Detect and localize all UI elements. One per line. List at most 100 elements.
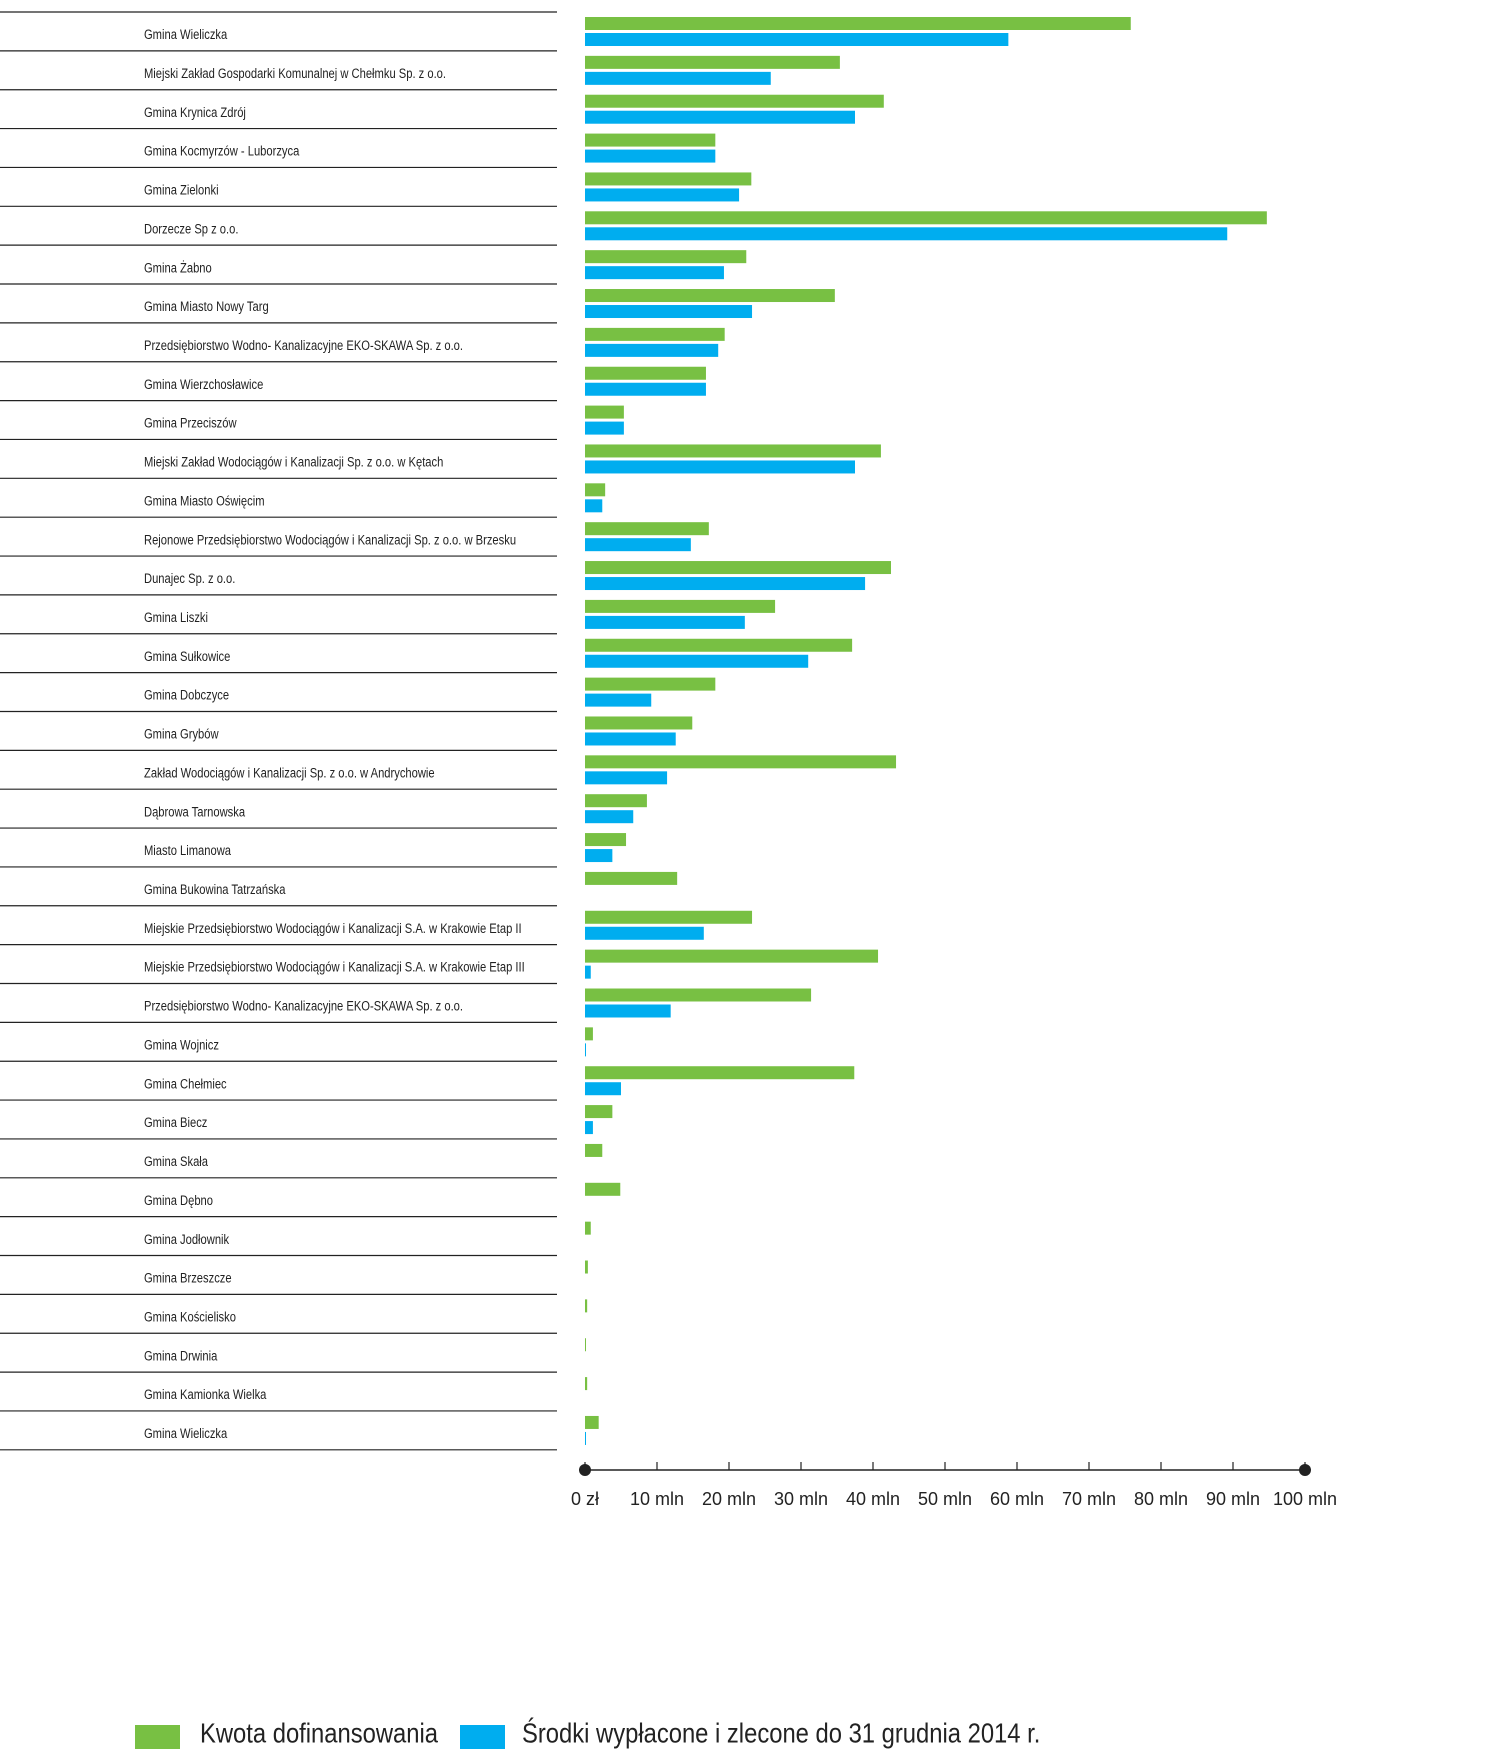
bar: [585, 810, 633, 823]
bar: [585, 950, 878, 963]
category-label: Gmina Miasto Nowy Targ: [144, 299, 269, 314]
bar: [585, 1066, 854, 1079]
x-tick-label: 20 mln: [702, 1489, 756, 1509]
x-tick-label: 60 mln: [990, 1489, 1044, 1509]
bar: [585, 1432, 586, 1445]
bar: [585, 444, 881, 457]
category-label: Gmina Dobczyce: [144, 688, 229, 703]
bar: [585, 1299, 587, 1312]
bar: [585, 966, 591, 979]
bar: [585, 172, 751, 185]
bar: [585, 577, 865, 590]
bar: [585, 289, 835, 302]
bar: [585, 794, 647, 807]
legend-swatch: [135, 1725, 180, 1749]
bar: [585, 616, 745, 629]
x-tick-label: 80 mln: [1134, 1489, 1188, 1509]
bar: [585, 655, 808, 668]
bar: [585, 134, 715, 147]
bar: [585, 211, 1267, 224]
category-label: Przedsiębiorstwo Wodno- Kanalizacyjne EK…: [144, 338, 463, 353]
bar: [585, 755, 896, 768]
axis-end: [579, 1464, 591, 1476]
bar: [585, 1416, 599, 1429]
category-label: Dorzecze Sp z o.o.: [144, 221, 238, 236]
category-label: Gmina Chełmiec: [144, 1076, 227, 1091]
bar: [585, 927, 704, 940]
category-label: Gmina Drwinia: [144, 1348, 218, 1363]
bar: [585, 522, 709, 535]
bar: [585, 328, 725, 341]
bar: [585, 1377, 587, 1390]
category-label: Gmina Krynica Zdrój: [144, 105, 246, 120]
category-label: Gmina Wojnicz: [144, 1037, 219, 1052]
bar: [585, 33, 1008, 46]
legend-label: Kwota dofinansowania: [200, 1717, 439, 1749]
x-tick-label: 0 zł: [571, 1489, 599, 1509]
x-tick-label: 70 mln: [1062, 1489, 1116, 1509]
category-label: Gmina Zielonki: [144, 182, 219, 197]
category-label: Zakład Wodociągów i Kanalizacji Sp. z o.…: [144, 765, 435, 780]
bar: [585, 989, 811, 1002]
bar: [585, 771, 667, 784]
category-label: Rejonowe Przedsiębiorstwo Wodociągów i K…: [144, 532, 516, 547]
bar: [585, 227, 1227, 240]
bar: [585, 600, 775, 613]
bar: [585, 1222, 591, 1235]
bar: [585, 911, 752, 924]
category-label: Gmina Miasto Oświęcim: [144, 493, 265, 508]
x-tick-label: 50 mln: [918, 1489, 972, 1509]
bar: [585, 1183, 620, 1196]
bar: [585, 561, 891, 574]
category-label: Gmina Sułkowice: [144, 649, 230, 664]
bar: [585, 72, 771, 85]
category-label: Gmina Bukowina Tatrzańska: [144, 882, 286, 897]
x-tick-label: 90 mln: [1206, 1489, 1260, 1509]
bar: [585, 483, 605, 496]
legend-label: Środki wypłacone i zlecone do 31 grudnia…: [522, 1717, 1040, 1749]
bar: [585, 849, 612, 862]
bar: [585, 1105, 612, 1118]
bar: [585, 250, 746, 263]
category-label: Gmina Wierzchosławice: [144, 377, 263, 392]
bar: [585, 1082, 621, 1095]
bar: [585, 499, 602, 512]
category-label: Gmina Wieliczka: [144, 27, 228, 42]
category-label: Miasto Limanowa: [144, 843, 232, 858]
category-label: Dąbrowa Tarnowska: [144, 804, 246, 819]
bar: [585, 1027, 593, 1040]
bar: [585, 406, 624, 419]
bar: [585, 1005, 671, 1018]
category-label: Dunajec Sp. z o.o.: [144, 571, 235, 586]
bar: [585, 1338, 586, 1351]
bar: [585, 150, 715, 163]
category-label: Gmina Żabno: [144, 260, 212, 275]
bar: [585, 188, 739, 201]
category-label: Miejski Zakład Wodociągów i Kanalizacji …: [144, 454, 443, 469]
bar: [585, 639, 852, 652]
bar: [585, 716, 692, 729]
category-label: Gmina Przeciszów: [144, 416, 237, 431]
x-tick-label: 30 mln: [774, 1489, 828, 1509]
bar: [585, 694, 651, 707]
category-label: Miejskie Przedsiębiorstwo Wodociągów i K…: [144, 960, 525, 975]
category-label: Gmina Kamionka Wielka: [144, 1387, 267, 1402]
bar: [585, 383, 706, 396]
bar: [585, 872, 677, 885]
bar: [585, 833, 626, 846]
category-label: Gmina Biecz: [144, 1115, 207, 1130]
bar: [585, 56, 840, 69]
x-tick-label: 10 mln: [630, 1489, 684, 1509]
category-label: Przedsiębiorstwo Wodno- Kanalizacyjne EK…: [144, 998, 463, 1013]
category-label: Gmina Skała: [144, 1154, 209, 1169]
bar: [585, 1144, 602, 1157]
bar: [585, 111, 855, 124]
x-tick-label: 40 mln: [846, 1489, 900, 1509]
x-tick-label: 100 mln: [1273, 1489, 1337, 1509]
category-label: Gmina Kocmyrzów - Luborzyca: [144, 144, 300, 159]
bar: [585, 732, 676, 745]
bar: [585, 538, 691, 551]
bar: [585, 460, 855, 473]
bar: [585, 678, 715, 691]
category-label: Gmina Jodłownik: [144, 1232, 230, 1247]
